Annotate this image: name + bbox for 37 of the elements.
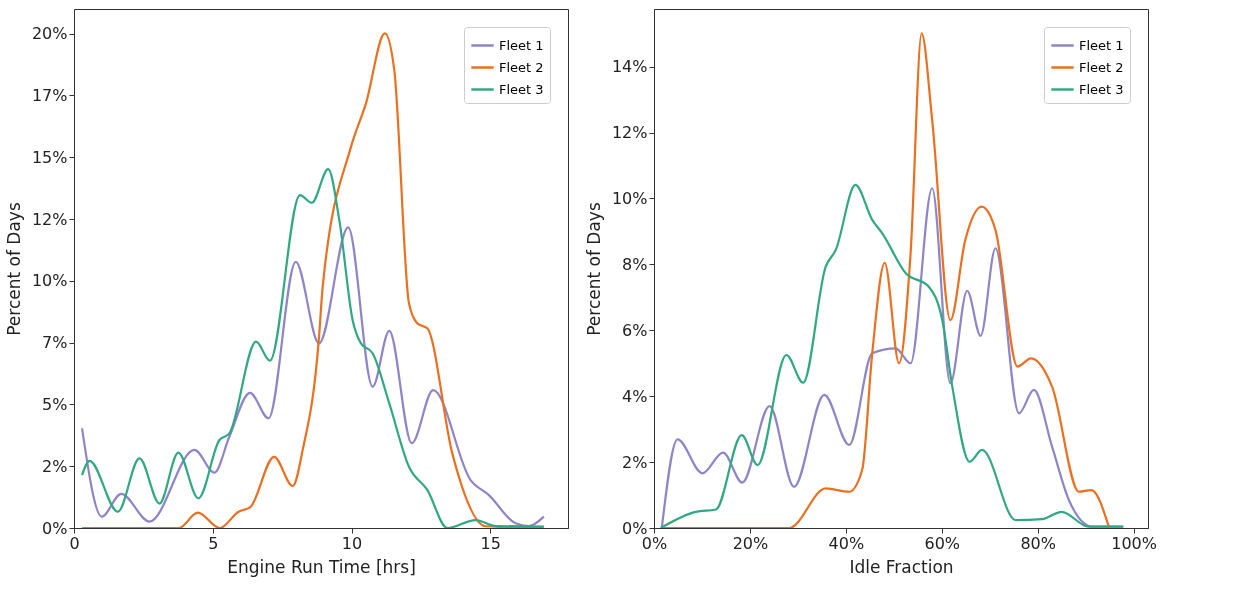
x-tick-label: 60%: [924, 533, 961, 553]
x-tick-label: 80%: [1020, 533, 1056, 553]
x-tick-label: 10: [341, 533, 363, 553]
y-tick-label: 8%: [622, 254, 648, 274]
y-tick-label: 7%: [42, 333, 68, 353]
y-tick-label: 2%: [42, 456, 68, 476]
legend-label: Fleet 3: [499, 81, 544, 97]
x-axis-title: Idle Fraction: [849, 556, 954, 577]
y-tick-label: 6%: [622, 320, 648, 340]
x-tick-label: 15: [480, 533, 501, 553]
y-tick-label: 0%: [42, 518, 68, 538]
x-tick-label: 0: [69, 533, 80, 553]
y-tick-label: 10%: [31, 271, 68, 291]
legend-label: Fleet 2: [1079, 59, 1124, 75]
y-axis-title: Percent of Days: [583, 202, 604, 336]
x-axis-title: Engine Run Time [hrs]: [227, 556, 416, 577]
y-axis-title: Percent of Days: [3, 202, 24, 336]
x-tick-label: 5: [208, 533, 219, 553]
y-tick-label: 5%: [42, 394, 68, 414]
line-series: [80, 168, 545, 528]
legend-label: Fleet 1: [1079, 37, 1124, 53]
y-tick-label: 2%: [622, 452, 648, 472]
y-tick-label: 12%: [611, 123, 648, 143]
y-tick-label: 14%: [611, 57, 648, 77]
legend-label: Fleet 2: [499, 59, 544, 75]
y-tick-label: 10%: [611, 188, 648, 208]
x-tick-label: 20%: [732, 533, 769, 553]
y-tick-label: 12%: [31, 209, 68, 229]
x-tick-label: 40%: [828, 533, 865, 553]
legend-label: Fleet 3: [1079, 81, 1124, 97]
y-tick-label: 15%: [31, 147, 68, 167]
legend-label: Fleet 1: [499, 37, 544, 53]
y-tick-label: 17%: [31, 86, 68, 105]
x-tick-label: 100%: [1111, 533, 1157, 553]
y-tick-label: 20%: [31, 24, 68, 44]
line-series: [80, 226, 545, 528]
y-tick-label: 4%: [622, 386, 648, 406]
